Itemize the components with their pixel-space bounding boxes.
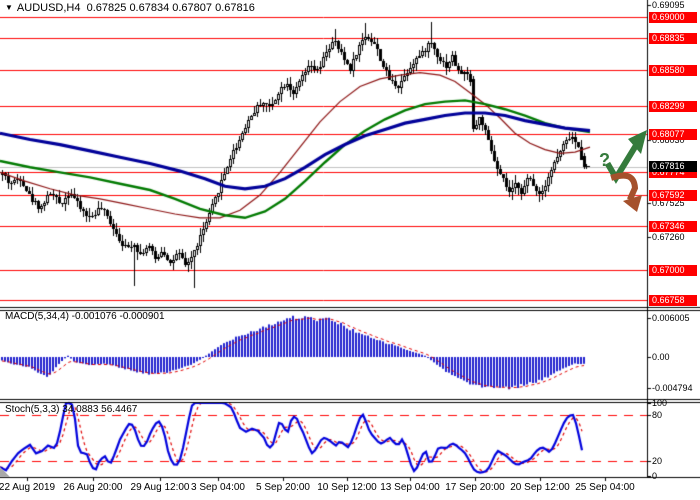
down-arrow-head	[623, 195, 642, 212]
ohlc-values: 0.67825 0.67834 0.67807 0.67816	[86, 2, 255, 14]
symbol-dropdown-icon[interactable]: ▼	[5, 3, 13, 12]
symbol-label: AUDUSD,H4	[16, 2, 81, 14]
stoch-indicator-label: Stoch(5,3,3) 34.0883 56.4467	[5, 404, 138, 415]
up-arrow-head	[628, 130, 647, 154]
question-mark-annotation: ?	[599, 150, 610, 170]
scroll-corner-triangle[interactable]	[0, 467, 10, 477]
macd-indicator-label: MACD(5,34,4) -0.001076 -0.000901	[5, 311, 165, 322]
chart-title: ▼ AUDUSD,H4 0.67825 0.67834 0.67807 0.678…	[5, 2, 255, 14]
down-arrow-icon	[610, 172, 639, 201]
